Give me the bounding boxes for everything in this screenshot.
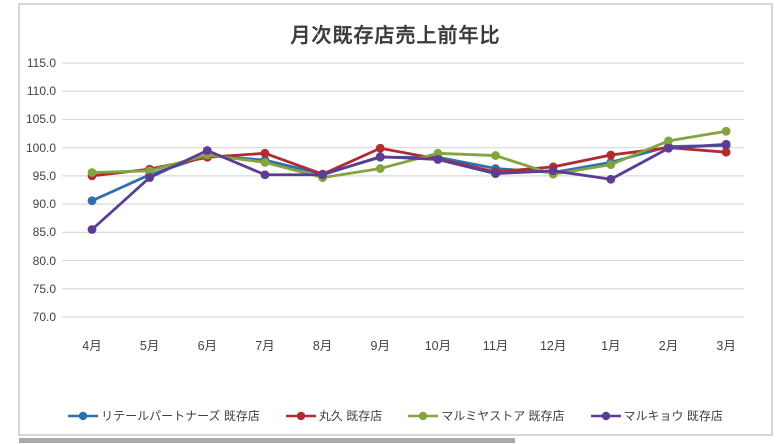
- data-point: [606, 150, 616, 160]
- legend-item: マルミヤストア 既存店: [408, 407, 565, 424]
- legend: リテールパートナーズ 既存店 丸久 既存店 マルミヤストア 既存店 マルキョウ 既存店: [20, 407, 771, 424]
- data-point: [260, 148, 270, 158]
- chart-frame: 月次既存店売上前年比 115.0 110.0 105.0 100.0 95.0 90.0 8…: [18, 3, 773, 436]
- data-point: [87, 225, 97, 234]
- x-tick-label: 1月: [601, 339, 621, 353]
- data-point: [721, 139, 731, 149]
- y-tick-label: 80.0: [32, 253, 56, 268]
- chart-title: 月次既存店売上前年比: [290, 25, 501, 47]
- y-tick-label: 100.0: [25, 140, 56, 155]
- plot-area: [62, 62, 744, 318]
- series-line: [91, 146, 727, 178]
- data-point: [145, 173, 155, 182]
- data-point: [375, 143, 385, 153]
- data-point: [87, 196, 97, 206]
- legend-item: リテールパートナーズ 既存店: [68, 407, 260, 424]
- data-point: [548, 166, 558, 176]
- data-point: [145, 166, 155, 176]
- y-tick-label: 95.0: [32, 168, 56, 183]
- y-tick-label: 85.0: [32, 225, 56, 240]
- legend-item: 丸久 既存店: [285, 407, 383, 424]
- data-point: [318, 170, 327, 180]
- y-tick-label: 90.0: [32, 197, 56, 212]
- series-line: [91, 142, 727, 231]
- x-tick-label: 2月: [658, 339, 679, 353]
- legend-line-marker-icon: [590, 411, 621, 420]
- data-point: [606, 160, 616, 170]
- data-point: [433, 155, 443, 164]
- x-tick-label: 3月: [716, 339, 736, 353]
- data-point: [491, 169, 500, 179]
- legend-line-marker-icon: [68, 411, 99, 420]
- data-point: [664, 136, 673, 146]
- legend-label: マルミヤストア 既存店: [441, 409, 565, 423]
- data-point: [664, 143, 673, 153]
- x-tick-label: 12月: [539, 339, 567, 353]
- data-point: [721, 126, 731, 136]
- legend-item: マルキョウ 既存店: [590, 407, 723, 424]
- data-point: [375, 152, 385, 162]
- y-tick-label: 75.0: [32, 281, 56, 296]
- series-line: [91, 129, 727, 179]
- data-point: [491, 151, 500, 160]
- x-tick-label: 10月: [424, 339, 452, 353]
- data-point: [260, 170, 270, 180]
- y-tick-label: 110.0: [26, 84, 56, 99]
- bottom-edge-strip: [19, 438, 515, 443]
- legend-label: リテールパートナーズ 既存店: [101, 409, 260, 423]
- data-point: [721, 147, 731, 157]
- data-point: [87, 168, 97, 177]
- legend-line-marker-icon: [408, 411, 439, 420]
- x-tick-label: 8月: [312, 339, 333, 353]
- y-tick-label: 115.0: [26, 56, 56, 70]
- x-tick-label: 9月: [370, 339, 390, 353]
- y-tick-label: 105.0: [25, 112, 56, 127]
- x-tick-label: 6月: [197, 339, 218, 353]
- x-tick-label: 11月: [482, 339, 509, 353]
- x-tick-label: 4月: [82, 339, 102, 353]
- x-tick-label: 5月: [139, 339, 160, 353]
- legend-label: 丸久 既存店: [318, 409, 383, 423]
- data-point: [260, 157, 270, 167]
- data-point: [606, 174, 616, 184]
- data-point: [375, 164, 385, 173]
- data-point: [433, 148, 443, 158]
- data-point: [202, 146, 212, 155]
- legend-line-marker-icon: [285, 411, 316, 420]
- x-tick-label: 7月: [255, 339, 275, 353]
- legend-label: マルキョウ 既存店: [623, 409, 723, 423]
- y-tick-label: 70.0: [32, 310, 56, 324]
